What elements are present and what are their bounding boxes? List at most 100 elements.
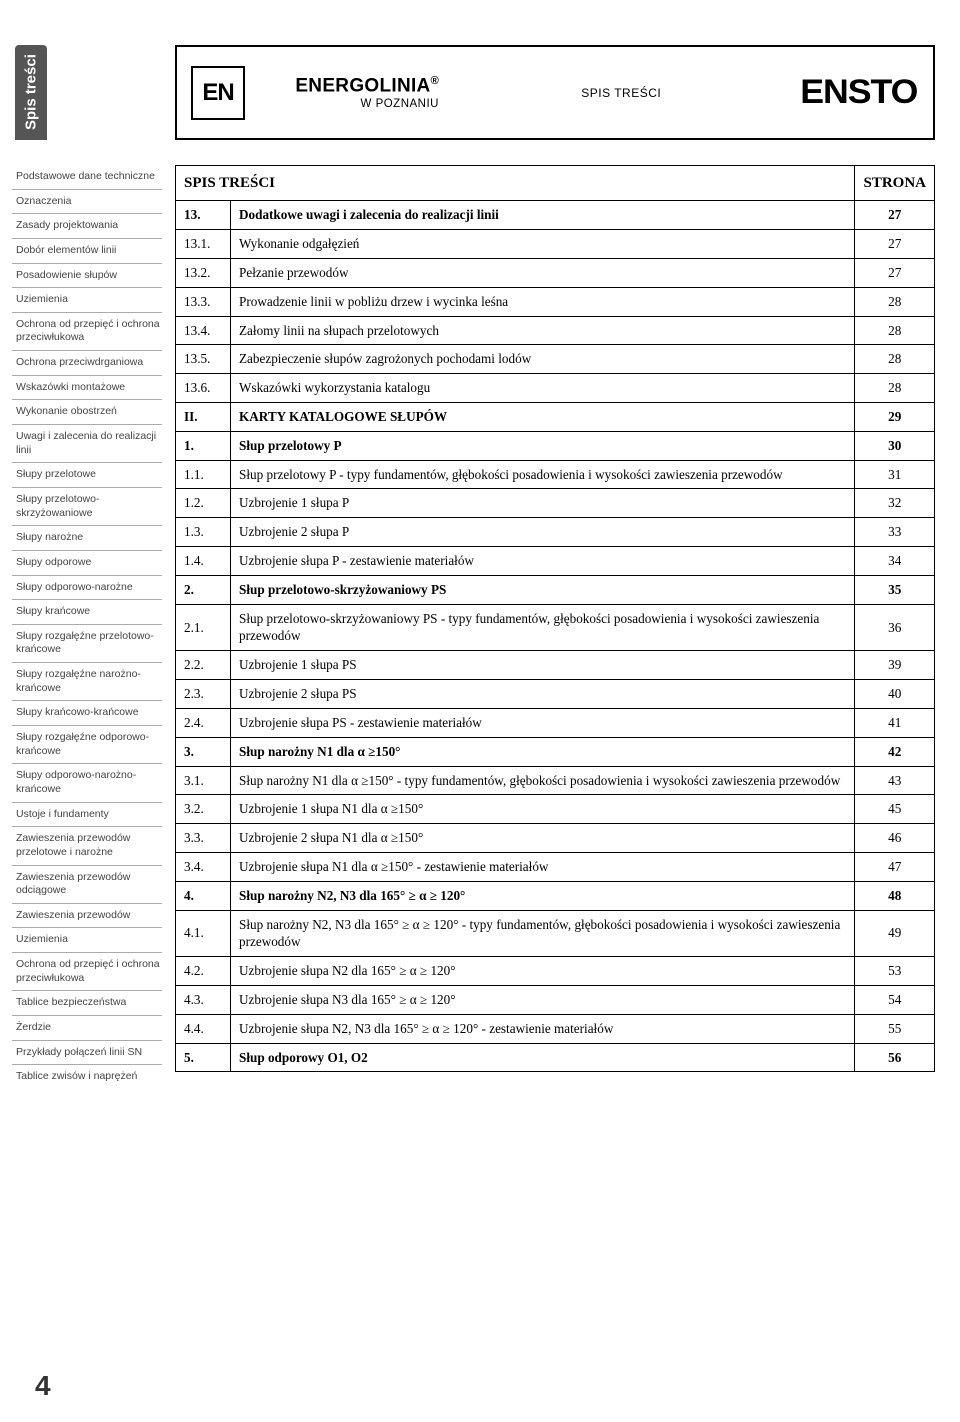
toc-page: 32 [855, 489, 935, 518]
toc-title: Słup przelotowo-skrzyżowaniowy PS [231, 575, 855, 604]
sidebar-item[interactable]: Wykonanie obostrzeń [12, 399, 162, 424]
toc-page: 36 [855, 604, 935, 651]
toc-row: 3.1.Słup narożny N1 dla α ≥150° - typy f… [176, 766, 935, 795]
toc-title: Słup narożny N1 dla α ≥150° - typy funda… [231, 766, 855, 795]
toc-num: 3.1. [176, 766, 231, 795]
toc-row: 3.2.Uzbrojenie 1 słupa N1 dla α ≥150°45 [176, 795, 935, 824]
toc-num: II. [176, 402, 231, 431]
toc-title: Dodatkowe uwagi i zalecenia do realizacj… [231, 201, 855, 230]
toc-page: 48 [855, 881, 935, 910]
toc-title: Słup narożny N1 dla α ≥150° [231, 737, 855, 766]
toc-row: 13.4.Załomy linii na słupach przelotowyc… [176, 316, 935, 345]
sidebar-item[interactable]: Słupy narożne [12, 525, 162, 550]
sidebar-item[interactable]: Słupy odporowo-narożne [12, 575, 162, 600]
toc-title: Zabezpieczenie słupów zagrożonych pochod… [231, 345, 855, 374]
sidebar-item[interactable]: Zawieszenia przewodów odciągowe [12, 865, 162, 903]
toc-title: Słup narożny N2, N3 dla 165° ≥ α ≥ 120° [231, 881, 855, 910]
sidebar-item[interactable]: Uziemienia [12, 927, 162, 952]
toc-num: 4.3. [176, 986, 231, 1015]
toc-page: 28 [855, 287, 935, 316]
toc-num: 1. [176, 431, 231, 460]
brand-reg: ® [431, 75, 439, 87]
toc-page: 27 [855, 201, 935, 230]
toc-title: Uzbrojenie słupa N2 dla 165° ≥ α ≥ 120° [231, 957, 855, 986]
sidebar-item[interactable]: Ustoje i fundamenty [12, 802, 162, 827]
sidebar-item[interactable]: Słupy przelotowe [12, 462, 162, 487]
toc-page: 39 [855, 651, 935, 680]
sidebar-item[interactable]: Posadowienie słupów [12, 263, 162, 288]
toc-page: 42 [855, 737, 935, 766]
sidebar-item[interactable]: Słupy krańcowo-krańcowe [12, 700, 162, 725]
toc-num: 13.4. [176, 316, 231, 345]
toc-row: 1.1.Słup przelotowy P - typy fundamentów… [176, 460, 935, 489]
toc-num: 13.5. [176, 345, 231, 374]
brand-sub: W POZNANIU [259, 98, 439, 110]
toc-row: 1.Słup przelotowy P30 [176, 431, 935, 460]
toc-page: 49 [855, 910, 935, 957]
sidebar-item[interactable]: Oznaczenia [12, 189, 162, 214]
sidebar-item[interactable]: Tablice zwisów i naprężeń [12, 1064, 162, 1089]
toc-row: 4.Słup narożny N2, N3 dla 165° ≥ α ≥ 120… [176, 881, 935, 910]
toc-title: Prowadzenie linii w pobliżu drzew i wyci… [231, 287, 855, 316]
brand-name: ENERGOLINIA [295, 76, 430, 97]
toc-row: 4.1.Słup narożny N2, N3 dla 165° ≥ α ≥ 1… [176, 910, 935, 957]
toc-title: Uzbrojenie słupa P - zestawienie materia… [231, 547, 855, 576]
toc-num: 1.4. [176, 547, 231, 576]
toc-num: 1.3. [176, 518, 231, 547]
toc-page: 34 [855, 547, 935, 576]
toc-num: 13.6. [176, 374, 231, 403]
toc-num: 13.1. [176, 230, 231, 259]
sidebar-item[interactable]: Słupy rozgałęźne odporowo-krańcowe [12, 725, 162, 763]
sidebar-item[interactable]: Słupy odporowo-narożno-krańcowe [12, 763, 162, 801]
toc-page: 46 [855, 824, 935, 853]
toc-page: 28 [855, 374, 935, 403]
toc-page: 53 [855, 957, 935, 986]
toc-page: 27 [855, 230, 935, 259]
toc-row: 2.1.Słup przelotowo-skrzyżowaniowy PS - … [176, 604, 935, 651]
toc-row: 4.2.Uzbrojenie słupa N2 dla 165° ≥ α ≥ 1… [176, 957, 935, 986]
toc-row: 13.5.Zabezpieczenie słupów zagrożonych p… [176, 345, 935, 374]
toc-title: Słup przelotowo-skrzyżowaniowy PS - typy… [231, 604, 855, 651]
toc-row: 13.2.Pełzanie przewodów27 [176, 258, 935, 287]
toc-row: II.KARTY KATALOGOWE SŁUPÓW29 [176, 402, 935, 431]
toc-num: 2.1. [176, 604, 231, 651]
toc-row: 13.3.Prowadzenie linii w pobliżu drzew i… [176, 287, 935, 316]
toc-num: 4.2. [176, 957, 231, 986]
sidebar-item[interactable]: Przykłady połączeń linii SN [12, 1040, 162, 1065]
toc-row: 1.3.Uzbrojenie 2 słupa P33 [176, 518, 935, 547]
sidebar-item[interactable]: Tablice bezpieczeństwa [12, 990, 162, 1015]
sidebar-item[interactable]: Podstawowe dane techniczne [12, 165, 162, 189]
toc-row: 3.4.Uzbrojenie słupa N1 dla α ≥150° - ze… [176, 852, 935, 881]
sidebar-item[interactable]: Słupy rozgałęźne przelotowo-krańcowe [12, 624, 162, 662]
sidebar-item[interactable]: Słupy odporowe [12, 550, 162, 575]
toc-title: KARTY KATALOGOWE SŁUPÓW [231, 402, 855, 431]
toc-num: 3. [176, 737, 231, 766]
sidebar-item[interactable]: Uziemienia [12, 287, 162, 312]
sidebar-item[interactable]: Ochrona od przepięć i ochrona przeciwłuk… [12, 312, 162, 350]
sidebar-item[interactable]: Wskazówki montażowe [12, 375, 162, 400]
toc-num: 4.4. [176, 1014, 231, 1043]
toc-page: 28 [855, 345, 935, 374]
toc-title: Wykonanie odgałęzień [231, 230, 855, 259]
sidebar-item[interactable]: Słupy przelotowo-skrzyżowaniowe [12, 487, 162, 525]
sidebar-item[interactable]: Ochrona od przepięć i ochrona przeciwłuk… [12, 952, 162, 990]
sidebar-item[interactable]: Zasady projektowania [12, 213, 162, 238]
toc-row: 3.Słup narożny N1 dla α ≥150°42 [176, 737, 935, 766]
toc-page: 56 [855, 1043, 935, 1072]
toc-num: 1.2. [176, 489, 231, 518]
sidebar-item[interactable]: Słupy rozgałęźne narożno-krańcowe [12, 662, 162, 700]
toc-row: 5.Słup odporowy O1, O256 [176, 1043, 935, 1072]
toc-title: Słup przelotowy P [231, 431, 855, 460]
sidebar-item[interactable]: Uwagi i zalecenia do realizacji linii [12, 424, 162, 462]
sidebar-item[interactable]: Żerdzie [12, 1015, 162, 1040]
sidebar-item[interactable]: Ochrona przeciwdrganiowa [12, 350, 162, 375]
sidebar-item[interactable]: Zawieszenia przewodów [12, 903, 162, 928]
toc-num: 13. [176, 201, 231, 230]
toc-title: Uzbrojenie 2 słupa PS [231, 680, 855, 709]
sidebar-item[interactable]: Słupy krańcowe [12, 599, 162, 624]
toc-num: 3.4. [176, 852, 231, 881]
toc-page: 29 [855, 402, 935, 431]
sidebar-item[interactable]: Dobór elementów linii [12, 238, 162, 263]
sidebar-item[interactable]: Zawieszenia przewodów przelotowe i naroż… [12, 826, 162, 864]
toc-title: Uzbrojenie 1 słupa N1 dla α ≥150° [231, 795, 855, 824]
